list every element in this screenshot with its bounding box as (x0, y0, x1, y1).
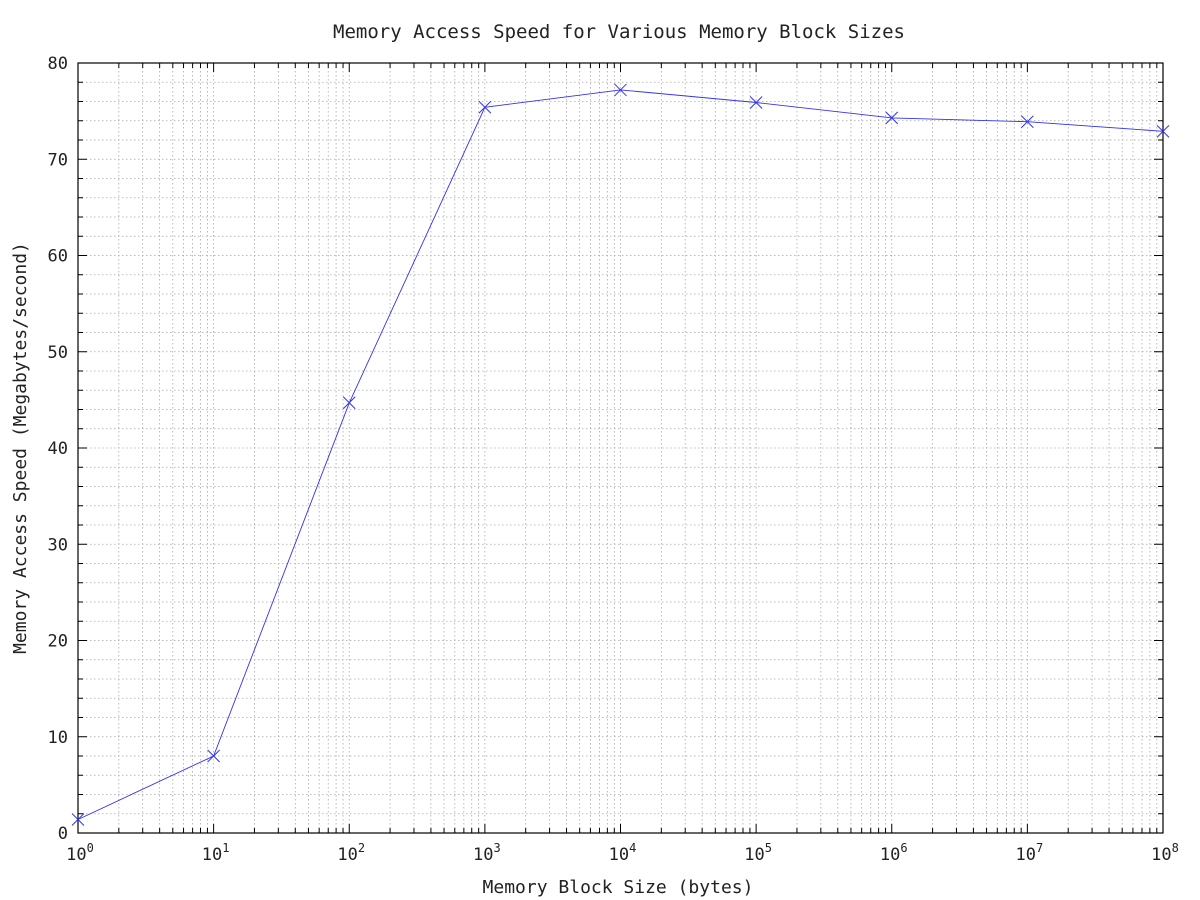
y-tick-label: 70 (48, 150, 68, 170)
axis-ticks: 100 101 102 103 104 105 106 107 108 0 10 20 30 40 50 60… (48, 54, 1179, 865)
data-point-marker (885, 111, 899, 125)
x-tick-label: 106 (880, 841, 908, 865)
x-tick-label: 103 (473, 841, 501, 865)
marker-stroke (207, 749, 220, 763)
x-tick-label: 102 (337, 841, 365, 865)
x-tick-label: 101 (202, 841, 230, 865)
data-point-marker (614, 83, 627, 97)
data-point-marker (1156, 124, 1170, 138)
y-tick-label: 50 (48, 343, 68, 363)
data-point-marker (207, 749, 220, 763)
data-point-marker (478, 100, 492, 114)
marker-stroke (342, 396, 356, 410)
marker-stroke (71, 813, 85, 826)
data-point-marker (1021, 115, 1034, 129)
chart-title: Memory Access Speed for Various Memory B… (333, 21, 905, 43)
y-tick-label: 0 (58, 824, 68, 844)
y-tick-label: 40 (48, 439, 68, 459)
y-tick-label: 30 (48, 535, 68, 555)
y-tick-label: 10 (48, 728, 68, 748)
y-tick-label: 80 (48, 54, 68, 74)
marker-stroke (1021, 115, 1034, 129)
data-point-marker (749, 96, 763, 109)
x-tick-label: 100 (66, 841, 94, 865)
x-tick-label: 105 (744, 841, 772, 865)
grid-lines (78, 63, 1163, 833)
y-tick-label: 60 (48, 247, 68, 267)
x-tick-label: 107 (1016, 841, 1044, 865)
x-tick-label: 104 (609, 841, 637, 865)
x-axis-label: Memory Block Size (bytes) (483, 877, 754, 898)
x-tick-label: 108 (1151, 841, 1179, 865)
marker-stroke (749, 96, 763, 109)
data-point-marker (71, 813, 85, 826)
marker-stroke (885, 111, 899, 125)
marker-stroke (1156, 124, 1170, 138)
y-axis-label: Memory Access Speed (Megabytes/second) (10, 242, 31, 654)
data-series (71, 83, 1170, 826)
y-tick-label: 20 (48, 632, 68, 652)
data-point-marker (342, 396, 356, 410)
marker-stroke (478, 100, 492, 114)
marker-stroke (614, 83, 627, 97)
